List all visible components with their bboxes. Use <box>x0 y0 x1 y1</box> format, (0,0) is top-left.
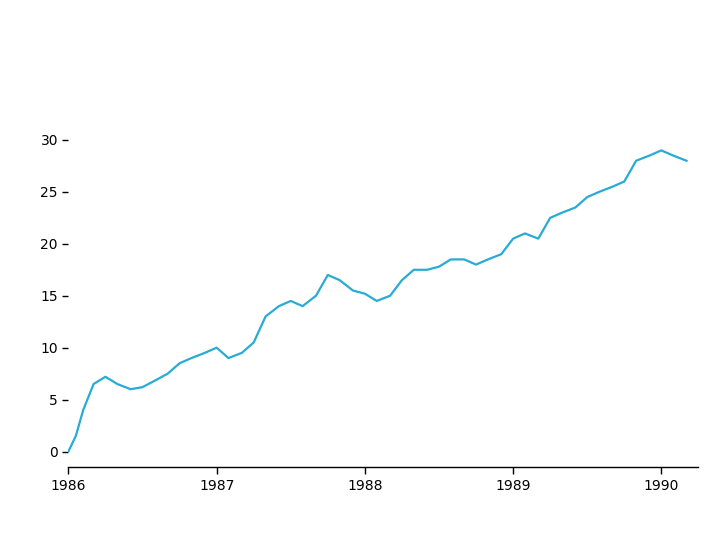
Text: 18-19: 18-19 <box>665 517 702 530</box>
Text: versus Style Benchmark: versus Style Benchmark <box>12 62 223 79</box>
Text: Figure 18.3 Fidelity Magellan Fund Cumulative Return Difference: Figure 18.3 Fidelity Magellan Fund Cumul… <box>12 21 574 39</box>
